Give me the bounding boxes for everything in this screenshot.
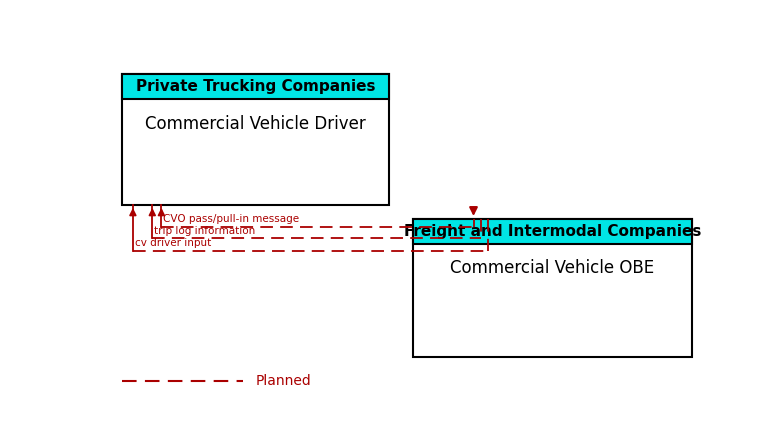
- Text: CVO pass/pull-in message: CVO pass/pull-in message: [163, 214, 300, 224]
- Text: cv driver input: cv driver input: [135, 238, 211, 248]
- Bar: [413, 219, 692, 244]
- Text: Planned: Planned: [256, 374, 311, 388]
- Text: Commercial Vehicle OBE: Commercial Vehicle OBE: [450, 259, 655, 277]
- Text: trip log information: trip log information: [154, 226, 256, 236]
- Text: Commercial Vehicle Driver: Commercial Vehicle Driver: [145, 114, 366, 133]
- Text: Freight and Intermodal Companies: Freight and Intermodal Companies: [404, 224, 701, 239]
- Bar: [122, 74, 389, 99]
- Text: Private Trucking Companies: Private Trucking Companies: [135, 79, 375, 94]
- Bar: [413, 219, 692, 357]
- Bar: [122, 74, 389, 205]
